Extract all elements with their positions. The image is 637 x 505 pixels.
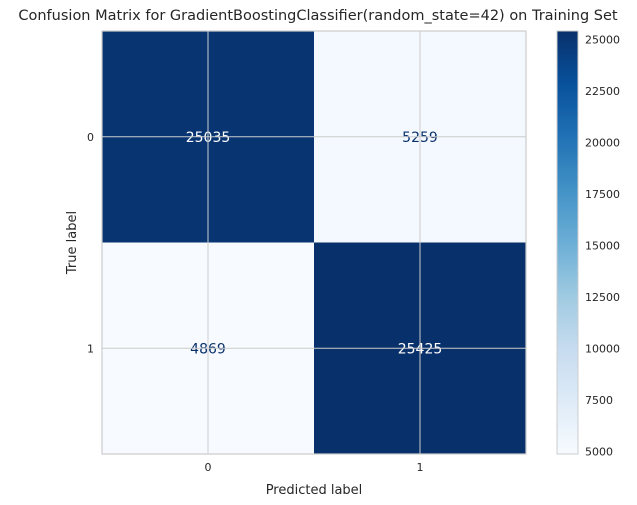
- colorbar-tick-label: 12500: [585, 291, 620, 304]
- plot-frame: [101, 30, 527, 455]
- x-tick-label: 0: [205, 461, 212, 474]
- colorbar-tick-label: 25000: [585, 34, 620, 47]
- colorbar: 5000 7500 10000 12500 15000 17500 20000 22500 25…: [556, 30, 620, 459]
- chart-title: Confusion Matrix for GradientBoostingCla…: [18, 8, 618, 24]
- colorbar-tick-label: 22500: [585, 85, 620, 98]
- y-tick-label: 0: [87, 131, 94, 144]
- colorbar-tick-label: 5000: [585, 445, 613, 458]
- grid-lines: [102, 31, 526, 454]
- y-tick-labels: 01: [87, 131, 94, 356]
- colorbar-tick-label: 15000: [585, 240, 620, 253]
- colorbar-gradient: [556, 30, 579, 455]
- y-axis-label: True label: [65, 211, 80, 275]
- colorbar-tick-label: 7500: [585, 394, 613, 407]
- heatmap-cells: [102, 31, 526, 454]
- colorbar-tick-label: 10000: [585, 342, 620, 355]
- x-tick-label: 1: [417, 461, 424, 474]
- colorbar-tick-label: 17500: [585, 188, 620, 201]
- y-tick-label: 1: [87, 342, 94, 355]
- colorbar-tick-labels: 5000 7500 10000 12500 15000 17500 20000 22500 25…: [585, 34, 620, 459]
- x-axis-label: Predicted label: [266, 483, 363, 498]
- colorbar-tick-label: 20000: [585, 137, 620, 150]
